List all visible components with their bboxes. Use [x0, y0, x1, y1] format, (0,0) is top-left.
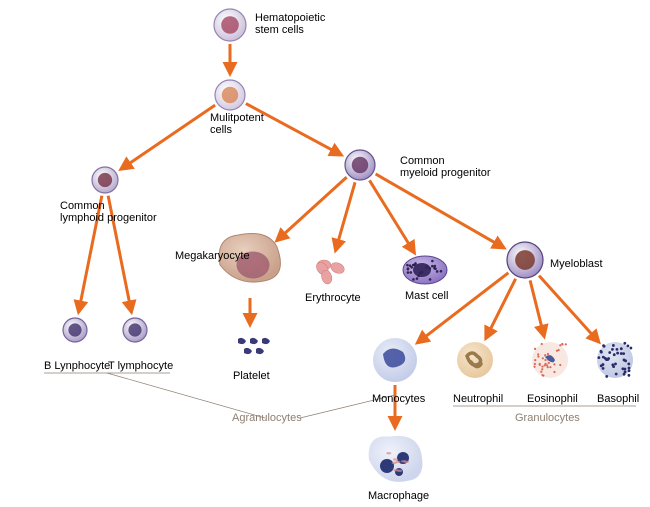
arrow [335, 182, 355, 250]
group-granulocytes: Granulocytes [515, 412, 580, 424]
label-neutro: Neutrophil [453, 393, 503, 405]
arrow [121, 105, 215, 169]
label-myelo: Myeloblast [550, 258, 603, 270]
cell-baso [597, 342, 633, 378]
label-tlym: T lymphocyte [108, 360, 173, 372]
cell-clp [92, 167, 118, 193]
label-blym: B Lynphocyte [44, 360, 110, 372]
arrow [417, 273, 508, 343]
label-macro: Macrophage [368, 490, 429, 502]
cell-hsc [214, 9, 246, 41]
arrow [369, 180, 414, 253]
cell-mast [403, 256, 447, 284]
cell-tlym [123, 318, 147, 342]
cell-blym [63, 318, 87, 342]
arrow [376, 174, 505, 248]
label-plate: Platelet [233, 370, 270, 382]
cell-neutro [457, 342, 493, 378]
arrow [530, 280, 544, 336]
cell-macro [369, 436, 423, 482]
label-mono: Monocytes [372, 393, 425, 405]
group-agranulocytes: Agranulocytes [232, 412, 302, 424]
label-cmp: Commonmyeloid progenitor [400, 155, 491, 179]
arrow [486, 279, 516, 339]
label-ery: Erythrocyte [305, 292, 361, 304]
label-multi: Mulitpotentcells [210, 112, 264, 136]
arrow [277, 177, 347, 241]
label-mast: Mast cell [405, 290, 448, 302]
arrow [539, 276, 599, 343]
cell-eosin [532, 342, 568, 378]
cell-platelet [238, 338, 270, 354]
cell-cmp [345, 150, 375, 180]
cell-myeloblast [507, 242, 543, 278]
diagram-svg [0, 0, 650, 507]
cell-ery [314, 260, 346, 285]
label-baso: Basophil [597, 393, 639, 405]
label-clp: Commonlymphoid progenitor [60, 200, 157, 224]
label-hsc: Hematopoieticstem cells [255, 12, 325, 36]
label-mega: Megakaryocyte [175, 250, 250, 262]
label-eosin: Eosinophil [527, 393, 578, 405]
cell-mono [373, 338, 417, 382]
cell-multi [215, 80, 245, 110]
